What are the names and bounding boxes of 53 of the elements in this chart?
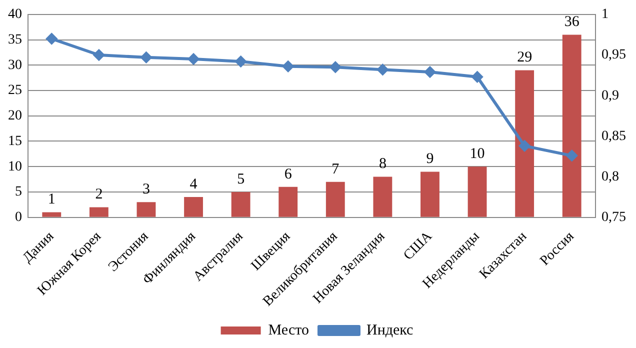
bar [89,207,108,217]
y2-tick-label: 0,85 [602,128,626,144]
point [235,56,246,67]
point [566,150,578,162]
y-tick-label: 35 [8,32,22,48]
bar [468,166,487,217]
bar [184,197,203,217]
y-tick-label: 5 [15,184,22,200]
legend-label: Индекс [366,322,414,338]
data-label: 8 [378,156,386,172]
y2-tick-label: 0,75 [602,210,626,226]
point [519,140,530,152]
point [140,52,152,63]
data-label: 5 [237,171,245,188]
bar [420,172,440,217]
bar [231,192,250,217]
data-label: 1 [48,192,56,208]
y-tick-label: 30 [8,58,22,73]
y2-tick-label: 1 [602,7,608,22]
data-label: 6 [284,166,292,182]
data-label: 29 [517,50,532,66]
bar [373,176,392,217]
y2-tick-label: 0,95 [602,48,626,63]
y-tick-label: 15 [8,134,22,149]
point [377,64,388,76]
point [330,62,341,73]
bar [515,70,534,217]
y-tick-label: 20 [8,108,22,124]
legend-label: Место [268,322,309,338]
bar [42,212,62,217]
data-label: 36 [564,14,580,30]
data-label: 7 [332,161,340,178]
y-tick-label: 10 [8,159,22,174]
bar [278,186,298,217]
data-label: 10 [470,146,485,162]
y2-tick-label: 0,8 [602,169,619,184]
bar [562,34,582,217]
data-label: 9 [426,151,434,168]
bar [136,202,156,217]
y-tick-label: 0 [15,210,22,226]
point [282,60,294,72]
bar [326,182,345,217]
y2-tick-label: 0,9 [602,88,619,104]
point [46,33,58,44]
data-label: 4 [190,176,198,192]
point [188,54,200,65]
data-label: 3 [142,182,150,198]
point [93,49,104,60]
y-tick-label: 25 [8,83,22,98]
data-label: 2 [95,186,103,203]
point [472,71,483,82]
y-tick-label: 40 [8,7,22,22]
point [424,66,436,78]
